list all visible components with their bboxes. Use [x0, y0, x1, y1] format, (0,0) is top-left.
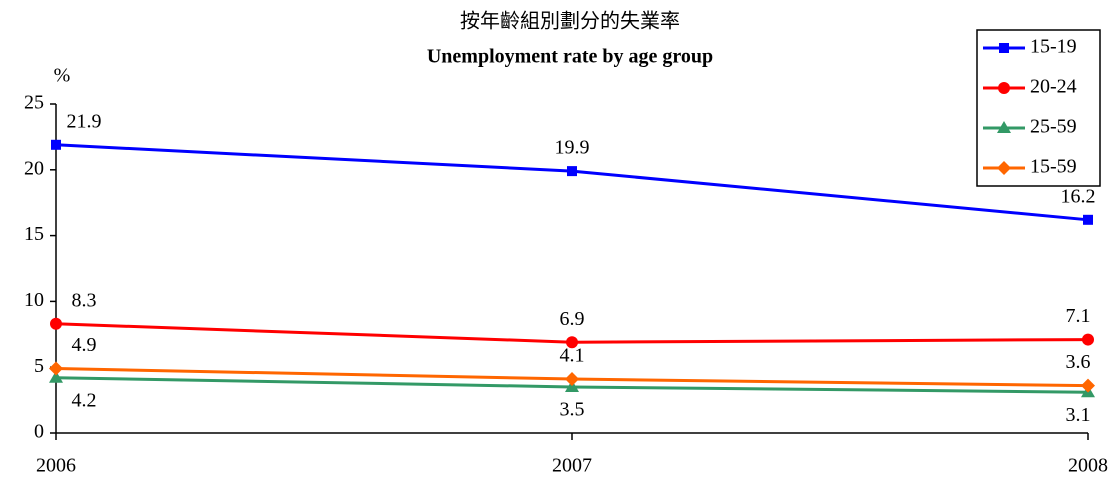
data-label: 7.1: [1066, 305, 1091, 327]
y-tick-label: 5: [34, 355, 44, 377]
y-tick-label: 0: [34, 421, 44, 443]
data-point: [565, 372, 579, 387]
y-tick-label: 10: [24, 289, 44, 311]
data-label: 4.1: [560, 345, 585, 367]
data-point: [1083, 214, 1093, 225]
legend-label: 20-24: [1030, 76, 1077, 98]
legend: 15-19 20-24 25-59 15-59: [976, 29, 1101, 187]
data-label: 8.3: [72, 289, 97, 311]
data-label: 19.9: [555, 137, 590, 159]
data-point: [567, 166, 577, 177]
legend-box: [976, 29, 1101, 187]
data-point: [49, 370, 63, 383]
y-axis-label: %: [54, 65, 71, 87]
chart-subtitle: Unemployment rate by age group: [427, 46, 713, 68]
legend-marker: [999, 43, 1009, 53]
data-label: 3.5: [560, 399, 585, 421]
data-point: [49, 361, 63, 376]
legend-label: 15-19: [1030, 36, 1077, 58]
x-tick-label: 2006: [36, 455, 76, 477]
data-point: [566, 336, 578, 349]
x-tick-label: 2007: [552, 455, 592, 477]
chart-title: 按年齡組別劃分的失業率: [460, 9, 680, 33]
x-tick-label: 2008: [1068, 455, 1108, 477]
data-point: [1081, 378, 1095, 393]
y-tick-label: 20: [24, 157, 44, 179]
data-label: 4.9: [72, 334, 97, 356]
legend-label: 15-59: [1030, 156, 1077, 178]
data-label: 16.2: [1061, 185, 1096, 207]
data-label: 3.1: [1066, 404, 1091, 426]
legend-label: 25-59: [1030, 116, 1077, 138]
y-tick-label: 25: [24, 92, 44, 114]
data-label: 6.9: [560, 308, 585, 330]
y-tick-label: 15: [24, 223, 44, 245]
data-label: 4.2: [72, 389, 97, 411]
data-point: [50, 317, 62, 330]
legend-marker: [998, 82, 1010, 94]
data-label: 3.6: [1066, 351, 1091, 373]
legend-marker: [997, 161, 1011, 175]
data-point: [1082, 333, 1094, 346]
data-label: 21.9: [67, 110, 102, 132]
legend-marker: [997, 121, 1011, 133]
data-point: [51, 139, 61, 150]
